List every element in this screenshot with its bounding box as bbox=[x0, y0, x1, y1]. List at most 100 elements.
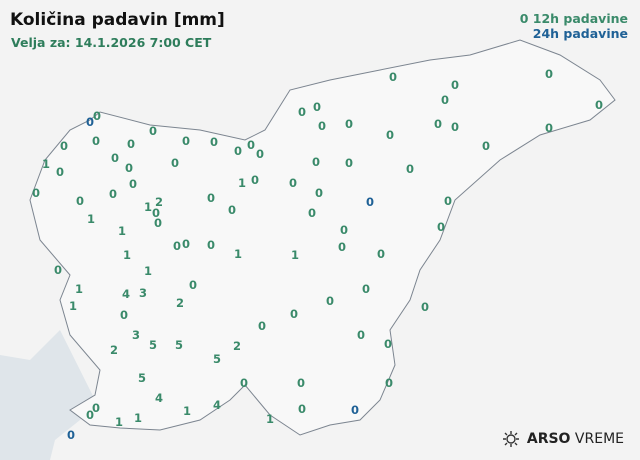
station-value-12h: 0 bbox=[314, 186, 324, 200]
station-value-12h: 0 bbox=[206, 191, 216, 205]
station-value-12h: 0 bbox=[337, 240, 347, 254]
station-value-12h: 0 bbox=[255, 147, 265, 161]
station-value-12h: 0 bbox=[385, 128, 395, 142]
valid-time: Velja za: 14.1.2026 7:00 CET bbox=[11, 35, 212, 50]
sun-icon bbox=[502, 431, 519, 447]
station-value-12h: 0 bbox=[436, 220, 446, 234]
station-value-12h: 1 bbox=[290, 248, 300, 262]
station-value-12h: 0 bbox=[344, 117, 354, 131]
station-value-12h: 0 bbox=[206, 238, 216, 252]
station-value-12h: 0 bbox=[339, 223, 349, 237]
station-value-12h: 5 bbox=[148, 338, 158, 352]
station-value-24h: 0 bbox=[66, 428, 76, 442]
station-value-24h: 0 bbox=[350, 403, 360, 417]
station-value-12h: 5 bbox=[212, 352, 222, 366]
station-value-12h: 0 bbox=[344, 156, 354, 170]
station-value-12h: 0 bbox=[108, 187, 118, 201]
station-value-12h: 0 bbox=[209, 135, 219, 149]
station-value-12h: 0 bbox=[75, 194, 85, 208]
station-value-12h: 1 bbox=[143, 200, 153, 214]
station-value-12h: 0 bbox=[289, 307, 299, 321]
station-value-12h: 2 bbox=[175, 296, 185, 310]
station-value-12h: 1 bbox=[68, 299, 78, 313]
station-value-12h: 1 bbox=[182, 404, 192, 418]
station-value-12h: 0 bbox=[594, 98, 604, 112]
station-value-12h: 0 bbox=[288, 176, 298, 190]
station-value-12h: 0 bbox=[31, 186, 41, 200]
station-value-12h: 0 bbox=[450, 78, 460, 92]
station-value-12h: 0 bbox=[151, 206, 161, 220]
station-value-12h: 0 bbox=[257, 319, 267, 333]
station-value-12h: 0 bbox=[119, 308, 129, 322]
station-value-12h: 1 bbox=[122, 248, 132, 262]
station-value-12h: 0 bbox=[297, 105, 307, 119]
station-value-12h: 4 bbox=[212, 398, 222, 412]
station-value-12h: 0 bbox=[388, 70, 398, 84]
station-value-12h: 0 bbox=[361, 282, 371, 296]
station-value-12h: 0 bbox=[376, 247, 386, 261]
station-value-12h: 0 bbox=[440, 93, 450, 107]
station-value-12h: 1 bbox=[41, 157, 51, 171]
station-value-12h: 0 bbox=[384, 376, 394, 390]
legend: 0 12h padavine 24h padavine bbox=[520, 11, 628, 41]
station-value-12h: 0 bbox=[92, 109, 102, 123]
station-value-12h: 0 bbox=[153, 216, 163, 230]
sea bbox=[0, 330, 95, 460]
legend-12h: 0 12h padavine bbox=[520, 11, 628, 26]
station-value-12h: 0 bbox=[85, 408, 95, 422]
legend-24h-label: 24h padavine bbox=[532, 26, 628, 41]
station-value-12h: 0 bbox=[443, 194, 453, 208]
station-value-12h: 0 bbox=[181, 237, 191, 251]
station-value-24h: 0 bbox=[85, 115, 95, 129]
station-value-12h: 1 bbox=[237, 176, 247, 190]
station-value-12h: 0 bbox=[181, 134, 191, 148]
station-value-12h: 0 bbox=[172, 239, 182, 253]
legend-12h-label: 12h padavine bbox=[532, 11, 628, 26]
station-value-12h: 0 bbox=[433, 117, 443, 131]
station-value-12h: 0 bbox=[239, 376, 249, 390]
station-value-12h: 1 bbox=[114, 415, 124, 429]
station-value-12h: 0 bbox=[233, 144, 243, 158]
station-value-12h: 0 bbox=[250, 173, 260, 187]
station-value-12h: 0 bbox=[544, 67, 554, 81]
arso-logo: ARSO VREME bbox=[501, 430, 624, 448]
station-value-12h: 3 bbox=[138, 286, 148, 300]
station-value-12h: 1 bbox=[265, 412, 275, 426]
station-value-12h: 0 bbox=[246, 138, 256, 152]
station-value-12h: 0 bbox=[59, 139, 69, 153]
station-value-12h: 0 bbox=[312, 100, 322, 114]
station-value-12h: 0 bbox=[450, 120, 460, 134]
country-border bbox=[29, 39, 616, 436]
station-value-12h: 2 bbox=[232, 339, 242, 353]
station-value-12h: 0 bbox=[128, 177, 138, 191]
station-value-12h: 1 bbox=[143, 264, 153, 278]
station-value-12h: 1 bbox=[117, 224, 127, 238]
station-value-12h: 1 bbox=[133, 411, 143, 425]
station-value-12h: 0 bbox=[383, 337, 393, 351]
station-value-12h: 0 bbox=[148, 124, 158, 138]
station-value-12h: 1 bbox=[86, 212, 96, 226]
station-value-12h: 0 bbox=[124, 161, 134, 175]
station-value-12h: 0 bbox=[481, 139, 491, 153]
station-value-12h: 1 bbox=[233, 247, 243, 261]
station-value-12h: 0 bbox=[311, 155, 321, 169]
station-value-12h: 0 bbox=[296, 376, 306, 390]
station-value-12h: 0 bbox=[110, 151, 120, 165]
station-value-12h: 0 bbox=[53, 263, 63, 277]
station-value-12h: 5 bbox=[137, 371, 147, 385]
station-value-12h: 4 bbox=[154, 391, 164, 405]
map-title: Količina padavin [mm] bbox=[10, 10, 225, 30]
station-value-12h: 0 bbox=[297, 402, 307, 416]
station-value-12h: 0 bbox=[317, 119, 327, 133]
station-value-12h: 3 bbox=[131, 328, 141, 342]
station-value-12h: 1 bbox=[74, 282, 84, 296]
station-value-12h: 0 bbox=[170, 156, 180, 170]
station-value-12h: 0 bbox=[91, 134, 101, 148]
station-value-12h: 0 bbox=[126, 137, 136, 151]
station-value-12h: 2 bbox=[154, 195, 164, 209]
logo-product: VREME bbox=[574, 431, 624, 447]
station-value-12h: 0 bbox=[91, 401, 101, 415]
station-value-12h: 2 bbox=[109, 343, 119, 357]
station-value-12h: 0 bbox=[544, 121, 554, 135]
